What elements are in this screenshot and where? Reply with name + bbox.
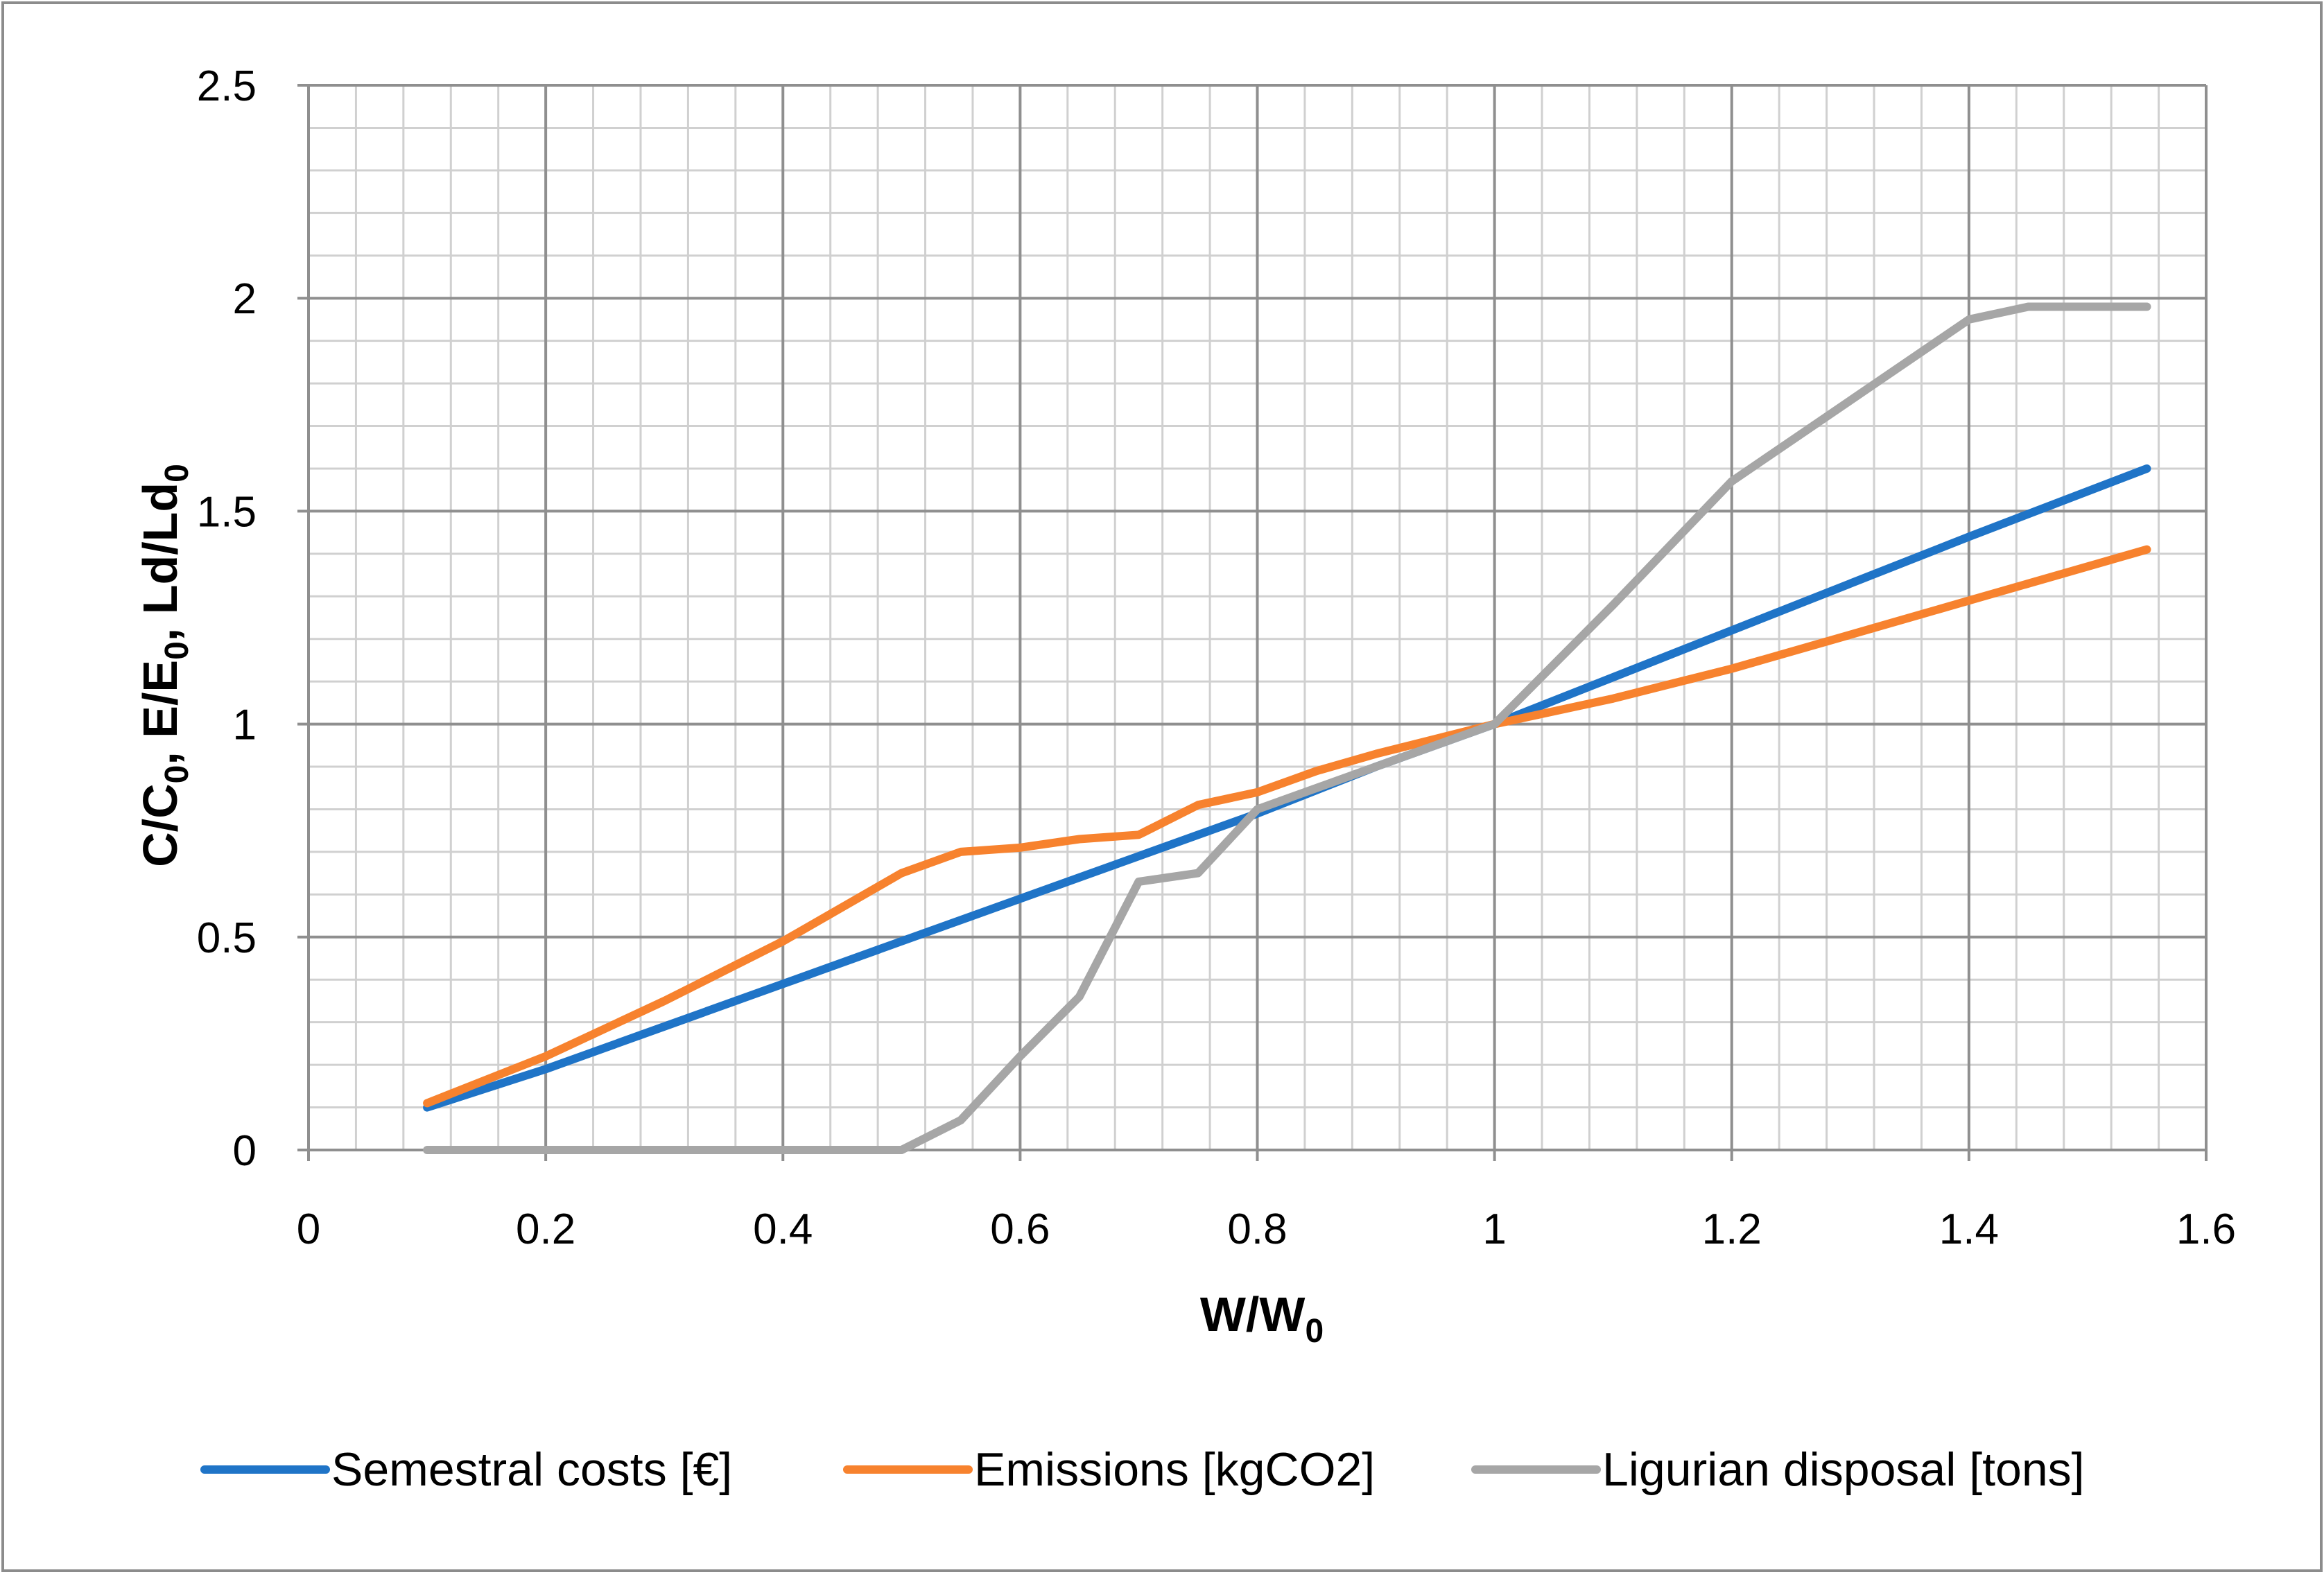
legend-item-semestral-costs: Semestral costs [€] bbox=[200, 1443, 732, 1496]
y-tick-label: 1 bbox=[233, 702, 257, 749]
x-tick-label: 1.6 bbox=[2176, 1205, 2236, 1253]
y-axis-title: C/C0, E/E0, Ld/Ld0 bbox=[133, 464, 196, 867]
x-tick-label: 0.2 bbox=[516, 1205, 575, 1253]
x-tick-label: 0.4 bbox=[753, 1205, 813, 1253]
legend-label-ligurian-disposal: Ligurian disposal [tons] bbox=[1602, 1443, 2085, 1496]
x-tick-label: 0.8 bbox=[1227, 1205, 1287, 1253]
y-tick-label: 2.5 bbox=[197, 62, 257, 110]
x-tick-label: 1 bbox=[1482, 1205, 1506, 1253]
legend-label-emissions: Emissions [kgCO2] bbox=[974, 1443, 1375, 1496]
x-tick-label: 1.4 bbox=[1939, 1205, 1999, 1253]
legend-item-emissions: Emissions [kgCO2] bbox=[843, 1443, 1375, 1496]
x-axis-title: W/W0 bbox=[1200, 1287, 1324, 1350]
series-line-ligurian-disposal-tons bbox=[423, 302, 2151, 1154]
series-line-emissions-kgco2 bbox=[423, 545, 2151, 1108]
legend-item-ligurian-disposal: Ligurian disposal [tons] bbox=[1471, 1443, 2085, 1496]
series-lines bbox=[423, 302, 2151, 1154]
legend: Semestral costs [€] Emissions [kgCO2] Li… bbox=[200, 1443, 2085, 1496]
x-tick-label: 0 bbox=[297, 1205, 320, 1253]
y-tick-label: 0 bbox=[233, 1127, 257, 1175]
y-tick-label: 0.5 bbox=[197, 914, 257, 962]
y-tick-labels: 0 0.5 1 1.5 2 2.5 bbox=[197, 62, 257, 1175]
x-tick-labels: 0 0.2 0.4 0.6 0.8 1 1.2 1.4 1.6 bbox=[297, 1205, 2236, 1253]
x-tick-label: 1.2 bbox=[1702, 1205, 1762, 1253]
legend-label-semestral-costs: Semestral costs [€] bbox=[331, 1443, 732, 1496]
y-tick-label: 1.5 bbox=[197, 488, 257, 536]
y-tick-label: 2 bbox=[233, 275, 257, 323]
x-tick-label: 0.6 bbox=[990, 1205, 1050, 1253]
